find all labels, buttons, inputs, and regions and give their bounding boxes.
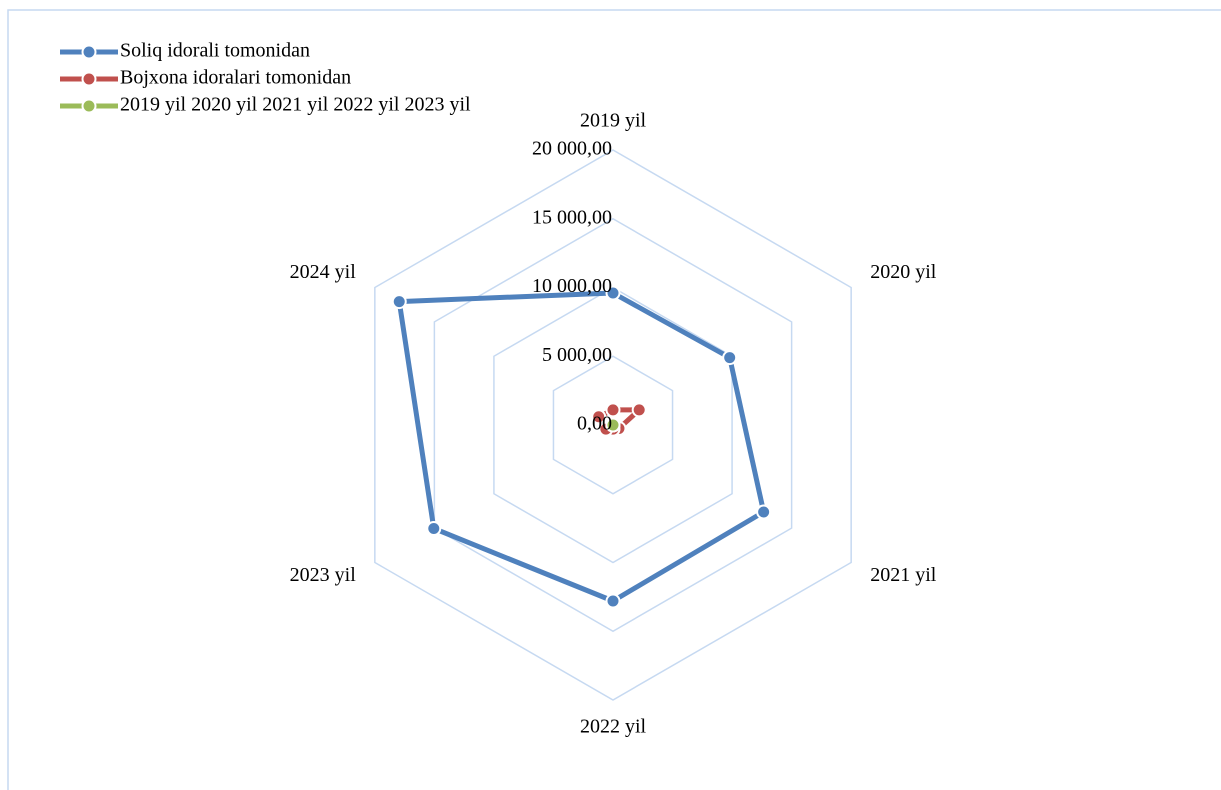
legend-label: Bojxona idoralari tomonidan (120, 67, 351, 89)
series-line (396, 290, 767, 604)
category-label: 2019 yil (580, 110, 647, 132)
series-marker (722, 350, 738, 366)
series-marker (391, 294, 407, 310)
chart-frame (7, 9, 1221, 790)
legend-marker (81, 44, 97, 60)
y-tick-label: 5 000,00 (542, 344, 612, 366)
category-label: 2024 yil (290, 261, 357, 283)
legend-marker (81, 98, 97, 114)
legend-label: 2019 yil 2020 yil 2021 yil 2022 yil 2023… (120, 94, 471, 116)
category-label: 2021 yil (870, 564, 937, 586)
grid-line (433, 217, 793, 633)
series-marker (591, 409, 607, 425)
series-marker (605, 285, 621, 301)
category-label: 2020 yil (870, 261, 937, 283)
series-marker (426, 520, 442, 536)
y-tick-label: 15 000,00 (532, 206, 612, 228)
grid-line (552, 355, 674, 495)
y-tick-label: 0,00 (577, 413, 612, 435)
y-tick-label: 10 000,00 (532, 275, 612, 297)
y-tick-label: 20 000,00 (532, 138, 612, 160)
series-marker (605, 402, 621, 418)
legend-marker (81, 71, 97, 87)
series-marker (756, 504, 772, 520)
category-label: 2023 yil (290, 564, 357, 586)
category-label: 2022 yil (580, 716, 647, 738)
series-marker (605, 593, 621, 609)
legend-label: Soliq idorali tomonidan (120, 40, 310, 62)
series-marker (631, 402, 647, 418)
series-marker (605, 417, 621, 433)
grid-line (374, 149, 852, 701)
